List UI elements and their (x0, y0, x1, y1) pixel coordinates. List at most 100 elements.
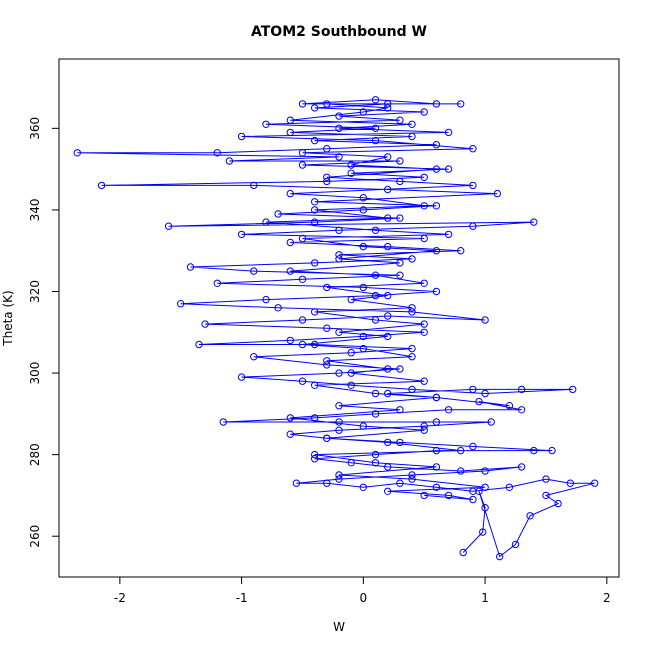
data-point (335, 328, 343, 336)
data-point (475, 397, 483, 406)
data-point (292, 479, 301, 487)
data-point (432, 393, 441, 402)
data-point (408, 385, 416, 394)
data-point (408, 132, 416, 141)
x-tick-label: 0 (360, 591, 368, 605)
data-point (396, 406, 404, 414)
data-point (469, 487, 477, 495)
data-point (323, 100, 331, 108)
data-point (201, 320, 209, 328)
data-point (408, 308, 416, 316)
data-point (384, 332, 392, 341)
data-point (517, 385, 526, 394)
data-point (286, 430, 294, 438)
data-point (311, 136, 319, 145)
data-point (432, 202, 441, 210)
data-point (298, 161, 307, 169)
data-point (335, 112, 343, 120)
data-point (298, 100, 307, 108)
data-point (469, 442, 477, 451)
data-point (335, 153, 343, 161)
data-point (542, 475, 550, 483)
data-point (311, 455, 319, 463)
data-point (311, 308, 319, 316)
data-point (384, 463, 392, 471)
data-point (298, 234, 307, 243)
data-point (554, 499, 562, 508)
data-point (250, 353, 258, 361)
data-point (469, 495, 477, 504)
data-point (548, 446, 556, 455)
data-point (286, 267, 294, 275)
data-point (432, 287, 441, 296)
data-point (347, 161, 355, 169)
data-point (384, 214, 392, 222)
plot-frame (58, 58, 620, 578)
data-point (396, 157, 404, 165)
data-point (496, 552, 504, 561)
data-point (408, 255, 416, 263)
data-point (481, 389, 489, 398)
data-point (384, 438, 392, 447)
data-point (408, 471, 416, 479)
data-point (505, 402, 514, 410)
data-point (542, 491, 550, 500)
data-point (371, 124, 380, 133)
data-point (396, 116, 404, 124)
data-point (286, 414, 294, 422)
data-point (469, 145, 477, 153)
data-point (311, 381, 319, 389)
data-point (479, 528, 487, 536)
y-axis-label: Theta (K) (1, 290, 15, 346)
data-point (420, 426, 428, 434)
data-point (335, 402, 343, 410)
data-point (469, 385, 477, 394)
data-point (530, 446, 538, 455)
data-point (237, 132, 246, 141)
data-point (432, 165, 441, 173)
data-point (384, 312, 392, 320)
data-point (493, 189, 501, 198)
data-point (469, 181, 477, 190)
x-tick-label: 1 (481, 591, 489, 605)
data-point (335, 418, 343, 426)
y-tick-label: 320 (28, 280, 42, 303)
data-point (286, 238, 294, 247)
data-point (237, 230, 246, 239)
data-point (250, 267, 258, 275)
chart-title: ATOM2 Southbound W (251, 24, 427, 40)
data-point (457, 247, 465, 255)
data-point (396, 479, 404, 487)
data-point (591, 479, 599, 487)
data-point (408, 475, 416, 483)
data-point (359, 344, 367, 353)
data-point (457, 467, 465, 475)
data-point (335, 475, 343, 483)
data-point (237, 373, 246, 381)
data-point (359, 194, 367, 202)
data-point (274, 210, 282, 218)
data-point (311, 206, 319, 214)
data-point (359, 283, 367, 292)
data-point (286, 116, 294, 124)
data-point (359, 206, 367, 214)
data-point (459, 548, 467, 557)
data-point (335, 255, 343, 263)
data-point (311, 259, 319, 267)
data-point (286, 336, 294, 345)
y-tick-label: 280 (28, 443, 42, 466)
data-point (420, 491, 428, 500)
data-point (323, 361, 331, 369)
data-point (359, 483, 367, 491)
data-point (335, 251, 343, 259)
data-point (408, 344, 416, 353)
data-point (347, 459, 355, 467)
data-point (396, 259, 404, 267)
data-point (420, 328, 428, 336)
data-point (432, 483, 441, 491)
data-point (420, 320, 428, 328)
data-point (262, 295, 270, 304)
data-point (420, 108, 428, 116)
data-point (457, 100, 465, 108)
data-point (384, 104, 392, 112)
